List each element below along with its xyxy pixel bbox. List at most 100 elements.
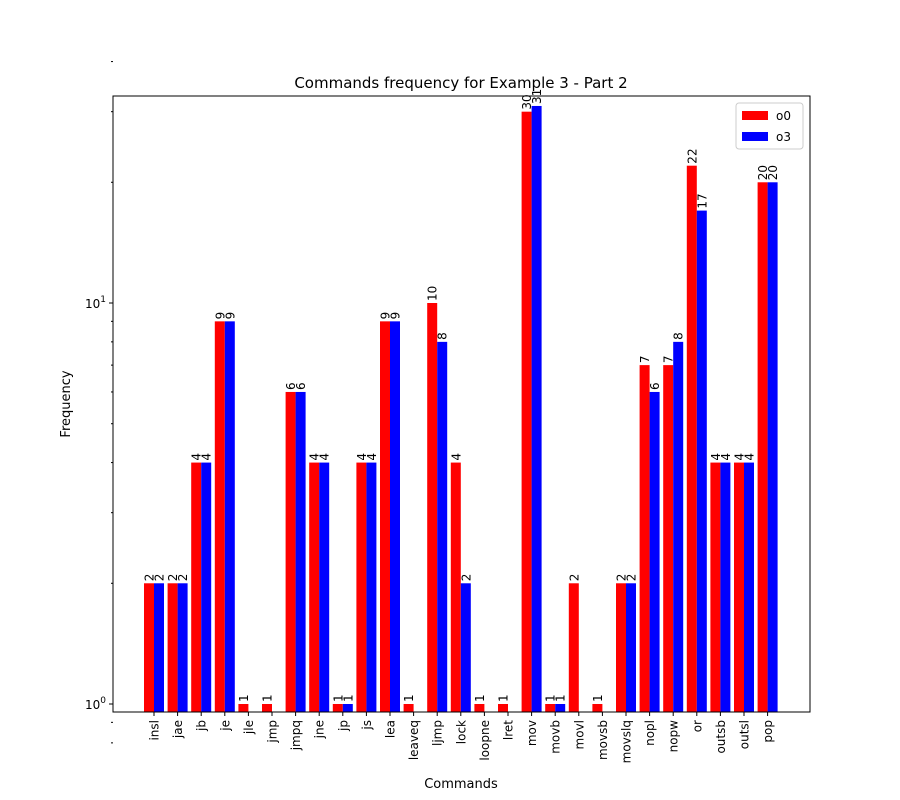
bar-value-label: 7 [638,355,652,363]
bar-o0-nopw [663,365,674,712]
bar-value-label: 4 [719,453,733,461]
bar-o0-jmpq [285,391,296,712]
y-tick-label: 101 [85,295,106,311]
bar-o3-je [224,321,235,712]
bar-value-label: 1 [331,694,345,702]
x-tick-label: js [360,720,374,731]
bar-value-label: 30 [520,94,534,109]
bar-value-label: 2 [615,574,629,582]
bar-o0-jb [191,462,202,712]
bar-value-label: 17 [695,193,709,208]
bar-o0-loopne [474,704,485,712]
bar-value-label: 4 [200,453,214,461]
bar-value-label: 1 [237,694,251,702]
bar-o0-movl [568,583,579,712]
bar-value-label: 6 [284,382,298,390]
bar-o3-movb [555,704,566,712]
bar-o3-lock [460,583,471,712]
bar-value-label: 2 [176,574,190,582]
legend-label-o3: o3 [776,130,791,144]
bar-o0-movb [545,704,556,712]
x-tick-label: jle [242,720,256,735]
bar-o0-je [214,321,225,712]
bar-o3-jp [342,704,353,712]
bar-o0-lea [380,321,390,712]
bar-value-label: 1 [497,694,511,702]
bar-value-label: 1 [544,694,558,702]
bar-o3-jmpq [295,391,306,712]
bar-o0-lret [498,704,508,712]
bar-o3-nopl [649,391,660,712]
bar-value-label: 4 [355,453,369,461]
bar-value-label: 4 [743,453,757,461]
x-tick-label: nopl [643,720,657,746]
x-tick-label: lock [454,720,468,744]
bar-o3-ljmp [437,341,448,712]
bar-value-label: 1 [473,694,487,702]
bar-o3-outsl [744,462,754,712]
bar-value-label: 2 [459,574,473,582]
x-tick-label: lret [502,720,516,740]
bar-o0-outsb [710,462,721,712]
x-tick-label: outsb [714,720,728,754]
bar-o0-jmp [262,704,272,712]
x-tick-label: mov [525,720,539,746]
x-tick-label: jmpq [289,720,303,751]
bar-o0-movsb [592,704,603,712]
chart-title: Commands frequency for Example 3 - Part … [294,74,627,92]
bar-value-label: 4 [709,453,723,461]
plot-frame [112,95,811,713]
bar-o3-nopw [673,341,684,712]
bar-o3-mov [531,105,542,712]
bar-value-label: 1 [341,694,355,702]
bar-value-label: 20 [766,165,780,180]
bar-value-label: 8 [436,332,450,340]
bar-o3-jae [177,583,188,712]
x-tick-label: jne [313,720,327,739]
x-tick-label: loopne [478,720,492,761]
x-tick-label: jae [171,720,185,739]
bar-o3-lea [390,321,400,712]
x-tick-label: jb [195,720,209,732]
bar-value-label: 2 [143,574,157,582]
bar-value-label: 9 [213,312,227,320]
bar-value-label: 20 [756,165,770,180]
bar-o3-jne [319,462,330,712]
bar-o0-movslq [616,583,626,712]
bar-o0-js [356,462,367,712]
bar-value-label: 2 [166,574,180,582]
x-tick-label: jmp [266,720,280,744]
x-tick-label: insl [148,720,162,741]
bar-o3-insl [154,583,164,712]
bar-value-label: 22 [685,148,699,163]
x-axis-label: Commands [424,777,498,792]
bar-value-label: 1 [402,694,416,702]
bar-o0-lock [450,462,461,712]
bar-value-label: 6 [648,382,662,390]
bar-value-label: 1 [591,694,605,702]
bar-o0-outsl [734,462,744,712]
bar-o3-or [696,210,707,713]
bar-value-label: 4 [308,453,322,461]
bar-value-label: 2 [567,574,581,582]
x-tick-label: movslq [620,720,634,763]
legend-label-o0: o0 [776,109,791,123]
x-tick-label: leaveq [407,720,421,760]
bar-o0-nopl [639,365,650,712]
bar-value-label: 4 [449,453,463,461]
x-tick-label: outsl [738,720,752,749]
bar-value-label: 1 [261,694,275,702]
x-tick-label: pop [761,720,775,743]
bar-value-label: 2 [625,574,639,582]
legend-swatch-o0 [742,111,768,120]
bar-o3-js [366,462,377,712]
bar-o0-jle [238,704,249,712]
bar-value-label: 6 [294,382,308,390]
bar-value-label: 4 [365,453,379,461]
bar-value-label: 4 [190,453,204,461]
x-tick-label: jp [336,720,350,732]
x-tick-label: movl [572,720,586,749]
bar-o0-ljmp [427,303,438,712]
